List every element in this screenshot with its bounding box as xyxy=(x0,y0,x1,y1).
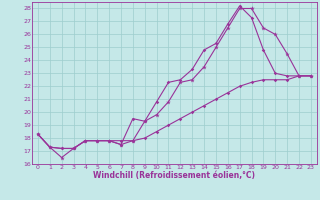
X-axis label: Windchill (Refroidissement éolien,°C): Windchill (Refroidissement éolien,°C) xyxy=(93,171,255,180)
